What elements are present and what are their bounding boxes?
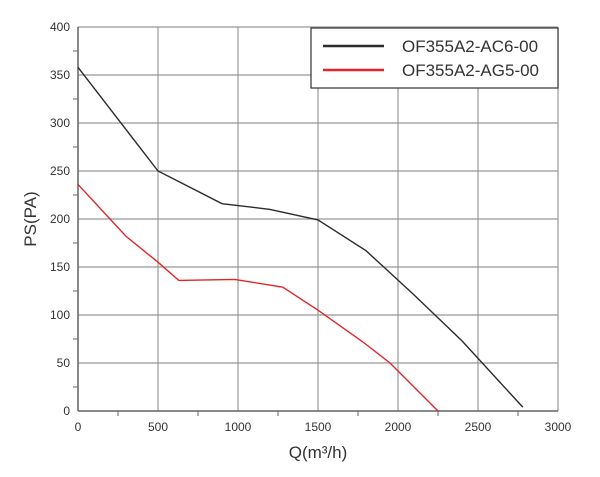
series-line-1 — [77, 183, 439, 412]
x-axis-label: Q(m³/h) — [289, 443, 348, 462]
legend-label-1: OF355A2-AG5-00 — [402, 61, 539, 80]
x-tick-label: 500 — [148, 420, 168, 434]
x-tick-label: 2500 — [465, 420, 492, 434]
x-tick-label: 0 — [75, 420, 82, 434]
y-tick-label: 400 — [50, 20, 70, 34]
x-tick-label: 2000 — [385, 420, 412, 434]
x-tick-label: 1500 — [305, 420, 332, 434]
y-tick-label: 300 — [50, 116, 70, 130]
y-tick-label: 250 — [50, 164, 70, 178]
series-lines — [77, 66, 524, 412]
y-tick-label: 50 — [57, 356, 71, 370]
legend: OF355A2-AC6-00 OF355A2-AG5-00 — [310, 27, 559, 89]
x-tick-label: 3000 — [545, 420, 572, 434]
y-tick-label: 350 — [50, 68, 70, 82]
x-tick-label: 1000 — [225, 420, 252, 434]
y-axis-label: PS(PA) — [21, 191, 40, 246]
y-tick-label: 100 — [50, 308, 70, 322]
y-tick-label: 0 — [63, 404, 70, 418]
ticks: 0 50 100 150 200 250 300 350 400 0 500 1000 1500 2000… — [50, 20, 572, 434]
series-line-0 — [77, 66, 524, 408]
y-tick-label: 150 — [50, 260, 70, 274]
legend-box — [310, 27, 559, 89]
legend-label-0: OF355A2-AC6-00 — [402, 37, 538, 56]
y-tick-label: 200 — [50, 212, 70, 226]
